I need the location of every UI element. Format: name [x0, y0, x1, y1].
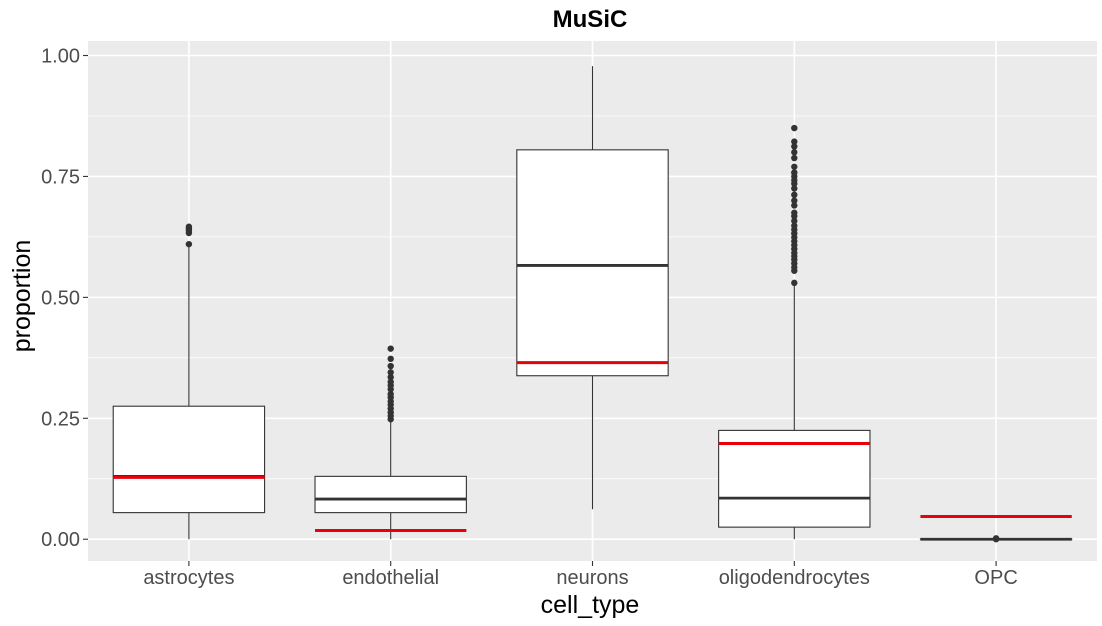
y-tick-label: 0.50 — [41, 287, 80, 309]
outlier-point — [791, 197, 798, 204]
outlier-point — [791, 279, 798, 287]
outlier-point — [791, 124, 798, 132]
outlier-point — [992, 535, 1000, 542]
y-axis: 0.00 0.25 0.50 0.75 1.00 — [41, 46, 88, 551]
x-axis: astrocytes endothelial neurons oligodendroc… — [143, 561, 1018, 589]
outlier-point — [791, 191, 798, 199]
outlier-point — [791, 154, 798, 162]
box-neurons — [516, 66, 669, 510]
x-tick-label: oligodendrocytes — [719, 567, 870, 589]
box-astrocytes — [112, 223, 266, 540]
outlier-point — [791, 163, 798, 170]
y-tick-label: 0.00 — [41, 529, 80, 551]
box-iqr — [314, 475, 467, 514]
x-tick-label: endothelial — [342, 567, 439, 589]
outlier-point — [387, 362, 394, 370]
y-tick-label: 0.25 — [41, 408, 80, 430]
outlier-point — [791, 185, 798, 192]
outlier-point — [387, 345, 394, 352]
box-endothelial — [314, 345, 467, 540]
x-tick-label: neurons — [556, 567, 628, 589]
outlier-point — [791, 169, 798, 176]
chart-title: MuSiC — [553, 6, 628, 33]
box-iqr — [516, 149, 669, 377]
box-series — [112, 66, 1073, 543]
outlier-point — [791, 149, 798, 156]
outlier-point — [185, 240, 193, 248]
y-tick-label: 1.00 — [41, 46, 80, 68]
outlier-point — [387, 378, 394, 386]
outlier-point — [791, 138, 798, 145]
outlier-point — [387, 390, 394, 398]
outlier-point — [791, 202, 798, 209]
y-axis-title: proportion — [8, 240, 36, 353]
outlier-point — [791, 217, 798, 225]
outlier-point — [387, 373, 394, 381]
outlier-point — [387, 369, 394, 376]
x-tick-label: astrocytes — [143, 567, 234, 589]
box-iqr — [112, 405, 266, 514]
x-axis-title: cell_type — [541, 591, 640, 619]
box-OPC — [919, 514, 1073, 543]
y-tick-label: 0.75 — [41, 166, 80, 188]
outlier-point — [791, 143, 798, 150]
outlier-point — [185, 223, 193, 230]
x-tick-label: OPC — [974, 567, 1017, 589]
box-oligodendrocytes — [718, 124, 871, 540]
outlier-point — [791, 222, 798, 229]
outlier-point — [387, 355, 394, 363]
box-iqr — [718, 429, 871, 528]
outlier-point — [791, 209, 798, 216]
